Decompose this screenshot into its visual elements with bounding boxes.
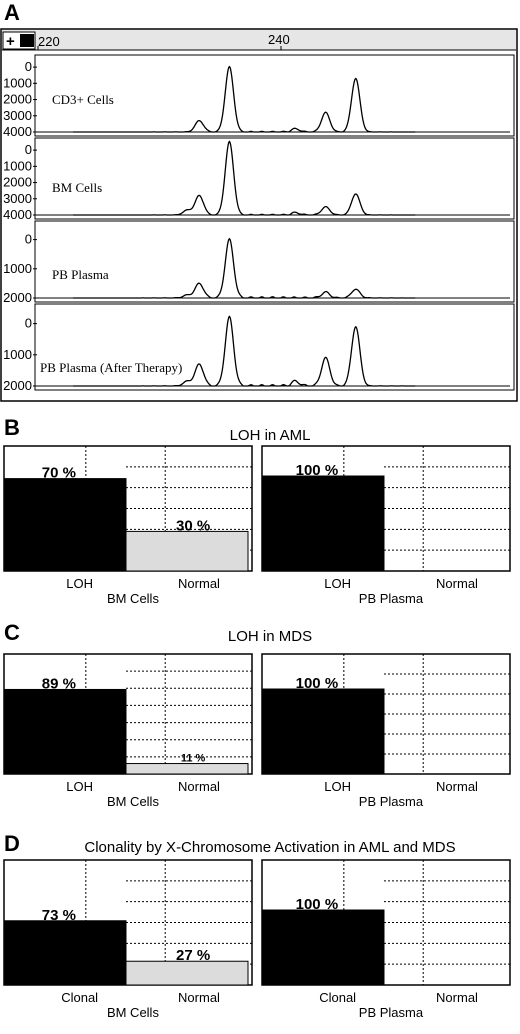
y-tick-label: 1000	[3, 347, 32, 362]
chart-clonality-bm-cells: 73 % 27 % Clonal Normal BM Cells	[3, 859, 253, 1020]
chart-mds-bm-cells: 89 % 11 % LOH Normal BM Cells	[3, 653, 253, 809]
ruler-background	[2, 30, 516, 50]
y-tick-label: 2000	[3, 175, 32, 190]
trace-pb-plasma: 2000 1000 0 PB Plasma	[3, 220, 515, 305]
trace-box	[34, 220, 515, 303]
y-tick-label: 1000	[3, 261, 32, 276]
bar-value-label-normal: 27 %	[176, 947, 210, 964]
bar-clonal	[261, 909, 385, 986]
bar-loh	[3, 688, 127, 775]
bar-value-label-loh: 100 %	[296, 462, 339, 479]
category-label-normal: Normal	[178, 990, 220, 1005]
trace-line	[73, 140, 416, 216]
chart-xlabel: PB Plasma	[359, 591, 424, 606]
category-label-normal: Normal	[178, 779, 220, 794]
trace-label: BM Cells	[52, 180, 102, 195]
bar-loh	[261, 475, 385, 572]
y-tick-label: 1000	[3, 158, 32, 173]
ruler-label-220: 220	[38, 34, 60, 49]
y-tick-label: 0	[25, 316, 32, 331]
y-tick-label: 0	[25, 59, 32, 74]
chart-xlabel: BM Cells	[107, 1005, 160, 1020]
zoom-plus-glyph: +	[6, 33, 15, 50]
y-tick-label: 3000	[3, 191, 32, 206]
chart-xlabel: BM Cells	[107, 794, 160, 809]
trace-box	[34, 137, 515, 220]
chart-clonality-pb-plasma: 100 % Clonal Normal PB Plasma	[261, 859, 511, 1020]
trace-pb-plasma-after-therapy: 2000 1000 0 PB Plasma (After Therapy)	[3, 303, 515, 393]
chart-aml-pb-plasma: 100 % LOH Normal PB Plasma	[261, 445, 511, 606]
y-tick-label: 2000	[3, 290, 32, 305]
panel-a-letter: A	[4, 0, 20, 25]
chart-aml-bm-cells: 70 % 30 % LOH Normal BM Cells	[3, 445, 253, 606]
bar-normal	[125, 530, 249, 572]
bar-normal	[125, 763, 249, 775]
y-tick-label: 2000	[3, 378, 32, 393]
y-tick-label: 3000	[3, 108, 32, 123]
trace-line	[73, 65, 416, 133]
bar-value-label-normal: 30 %	[176, 517, 210, 534]
bar-clonal	[3, 920, 127, 986]
category-label-normal: Normal	[436, 990, 478, 1005]
bar-value-label-normal: 11 %	[181, 753, 206, 765]
ruler-bar: + 220 240	[2, 30, 516, 51]
chart-xlabel: PB Plasma	[359, 1005, 424, 1020]
panel-b-letter: B	[4, 415, 20, 440]
category-label-loh: LOH	[324, 576, 351, 591]
trace-label: PB Plasma (After Therapy)	[40, 360, 182, 375]
bar-loh	[261, 688, 385, 775]
y-tick-label: 2000	[3, 92, 32, 107]
chart-xlabel: PB Plasma	[359, 794, 424, 809]
category-label-clonal: Clonal	[319, 990, 356, 1005]
category-label-normal: Normal	[436, 576, 478, 591]
bar-value-label-loh: 100 %	[296, 675, 339, 692]
trace-line	[73, 237, 416, 299]
zoom-lens-glyph	[20, 34, 34, 47]
trace-box	[34, 303, 515, 391]
panel-c-letter: C	[4, 620, 20, 645]
bar-value-label-loh: 89 %	[42, 675, 76, 692]
category-label-normal: Normal	[436, 779, 478, 794]
y-tick-label: 0	[25, 232, 32, 247]
y-tick-label: 4000	[3, 124, 32, 139]
category-label-loh: LOH	[66, 779, 93, 794]
bar-loh	[3, 478, 127, 572]
trace-box	[34, 54, 515, 137]
trace-label: PB Plasma	[52, 267, 109, 282]
category-label-clonal: Clonal	[61, 990, 98, 1005]
bar-normal	[125, 960, 249, 986]
bar-value-label-clonal: 73 %	[42, 907, 76, 924]
y-tick-label: 1000	[3, 75, 32, 90]
category-label-loh: LOH	[66, 576, 93, 591]
panel-b-title: LOH in AML	[230, 427, 311, 444]
panel-d-letter: D	[4, 831, 20, 856]
trace-label: CD3+ Cells	[52, 92, 114, 107]
bar-value-label-clonal: 100 %	[296, 896, 339, 913]
y-tick-label: 4000	[3, 207, 32, 222]
category-label-loh: LOH	[324, 779, 351, 794]
panel-d-title: Clonality by X-Chromosome Activation in …	[84, 839, 455, 856]
panel-c-title: LOH in MDS	[228, 628, 312, 645]
trace-line	[73, 315, 416, 387]
chart-xlabel: BM Cells	[107, 591, 160, 606]
category-label-normal: Normal	[178, 576, 220, 591]
y-tick-label: 0	[25, 142, 32, 157]
chart-mds-pb-plasma: 100 % LOH Normal PB Plasma	[261, 653, 511, 809]
bar-value-label-loh: 70 %	[42, 465, 76, 482]
ruler-label-240: 240	[268, 32, 290, 47]
